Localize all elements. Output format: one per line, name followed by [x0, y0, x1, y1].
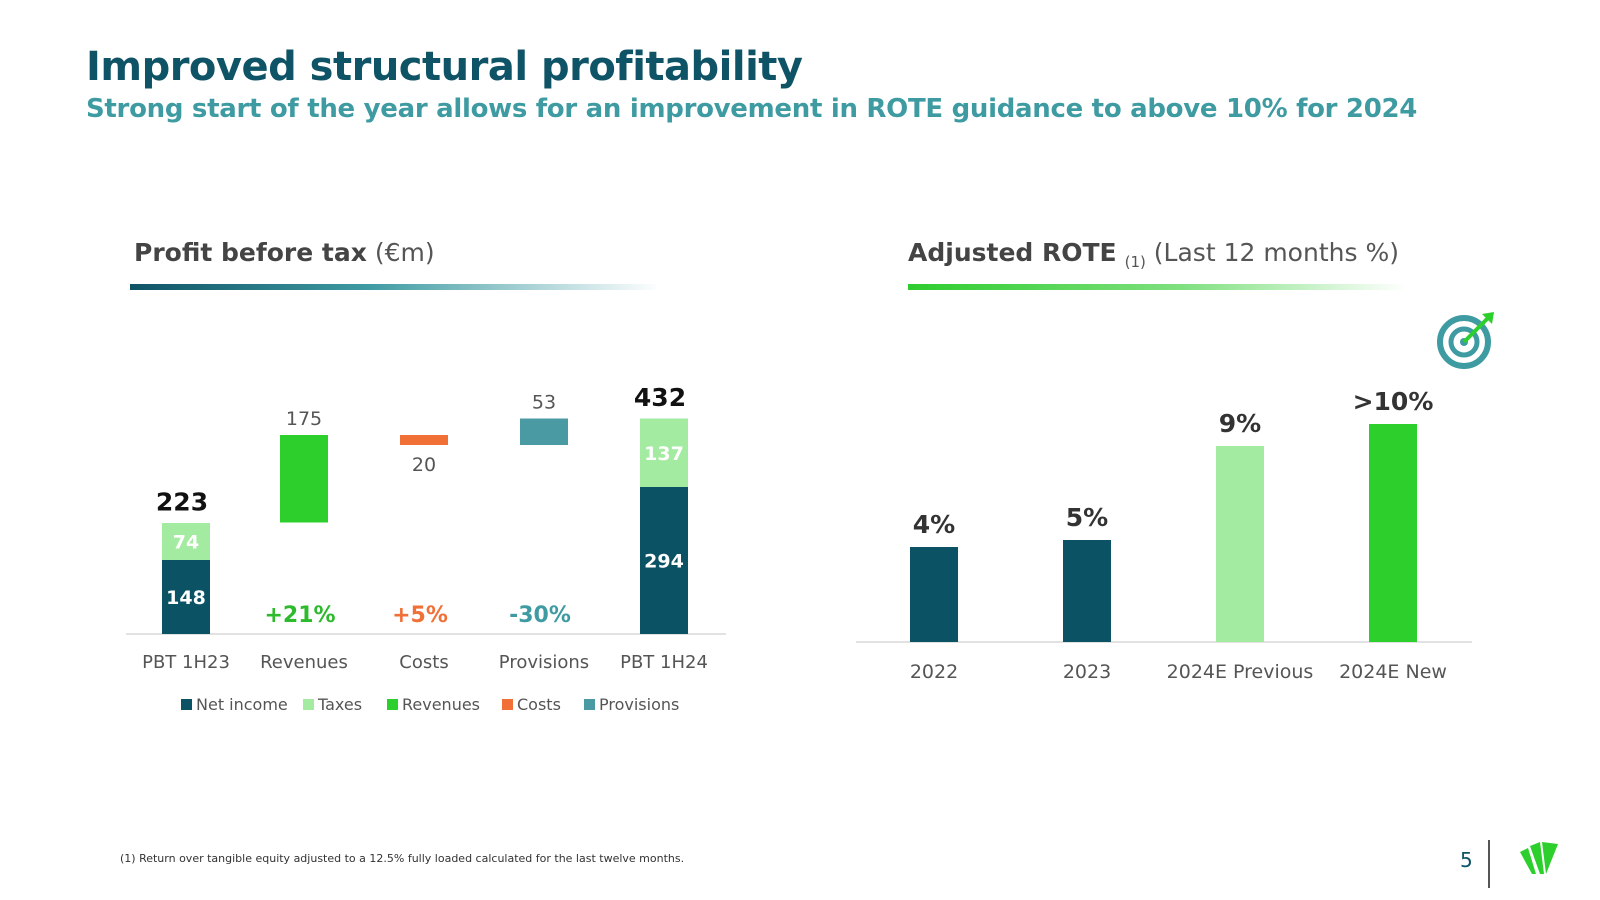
target-icon [1437, 312, 1494, 369]
pbt-title-underline [130, 284, 660, 290]
rote-value-label: 9% [1219, 409, 1261, 438]
legend-swatch [584, 699, 595, 710]
rote-title-underline [908, 284, 1406, 290]
bar-net-income [162, 560, 210, 634]
category-label: PBT 1H24 [620, 652, 708, 673]
rote-bar [910, 547, 958, 642]
rote-category-label: 2023 [1063, 661, 1111, 683]
legend-label: Net income [196, 695, 288, 714]
pbt-title-unit: (€m) [374, 238, 435, 267]
bar-revenues [280, 435, 328, 523]
adjusted-rote-title: Adjusted ROTE (1) (Last 12 months %) [908, 238, 1399, 271]
page-title: Improved structural profitability [86, 44, 803, 90]
category-label: PBT 1H23 [142, 652, 230, 673]
page-subtitle: Strong start of the year allows for an i… [86, 94, 1418, 124]
page-separator [1488, 840, 1490, 888]
rote-value-label: >10% [1353, 387, 1434, 416]
rote-title-rest: (Last 12 months %) [1153, 238, 1399, 267]
legend-swatch [181, 699, 192, 710]
legend-swatch [502, 699, 513, 710]
rote-title-bold: Adjusted ROTE [908, 238, 1117, 267]
bar-provisions [520, 418, 568, 445]
value-label-revenues: 175 [286, 408, 322, 430]
rote-bar [1063, 540, 1111, 642]
bank-logo-icon [1520, 842, 1558, 874]
profit-before-tax-chart: 148 74 223 294 137 432 175 20 53 +21% +5% -30% PBT 1… [126, 383, 726, 714]
footnote: (1) Return over tangible equity adjusted… [120, 852, 685, 865]
adjusted-rote-chart: 4% 2022 5% 2023 9% 2024E Previous >10% 2024E Ne… [856, 387, 1472, 683]
bar-net-income [640, 487, 688, 634]
rote-value-label: 4% [913, 510, 955, 539]
segment-label-taxes: 74 [173, 532, 199, 554]
change-label: +21% [264, 603, 335, 628]
change-label: +5% [392, 603, 448, 628]
rote-category-label: 2022 [910, 661, 958, 683]
page-number: 5 [1460, 848, 1473, 872]
segment-label-taxes: 137 [644, 443, 684, 465]
change-label: -30% [509, 603, 571, 628]
category-label: Revenues [260, 652, 348, 673]
legend-label: Costs [517, 695, 561, 714]
rote-category-label: 2024E Previous [1167, 661, 1314, 683]
category-label: Provisions [499, 652, 589, 673]
profit-before-tax-title: Profit before tax (€m) [134, 238, 435, 267]
bar-taxes [640, 418, 688, 487]
bar-costs [400, 435, 448, 445]
legend-label: Revenues [402, 695, 480, 714]
rote-title-footnote-ref: (1) [1124, 253, 1146, 271]
segment-label-net-income: 294 [644, 551, 684, 573]
value-label-provisions: 53 [532, 392, 556, 414]
rote-bar [1216, 446, 1264, 642]
total-label: 432 [634, 383, 686, 412]
legend-label: Provisions [599, 695, 679, 714]
category-label: Costs [399, 652, 448, 673]
legend-label: Taxes [317, 695, 362, 714]
value-label-costs: 20 [412, 454, 436, 476]
bar-taxes [162, 523, 210, 560]
rote-bar [1369, 424, 1417, 642]
total-label: 223 [156, 488, 208, 517]
rote-category-label: 2024E New [1339, 661, 1447, 683]
segment-label-net-income: 148 [166, 587, 206, 609]
legend-swatch [303, 699, 314, 710]
legend-swatch [387, 699, 398, 710]
rote-value-label: 5% [1066, 503, 1108, 532]
pbt-title-bold: Profit before tax [134, 238, 367, 267]
